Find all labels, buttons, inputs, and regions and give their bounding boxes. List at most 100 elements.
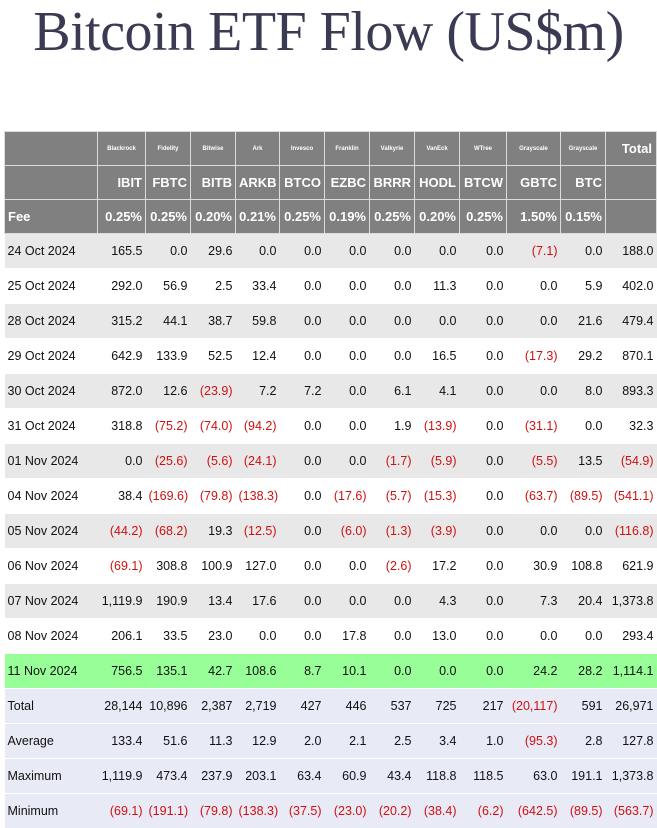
flow-cell: 0.0 [370,619,415,654]
summary-cell: (79.8) [191,794,236,828]
date-cell: 24 Oct 2024 [5,234,98,269]
summary-cell: 63.0 [507,759,561,794]
flow-cell: 0.0 [507,304,561,339]
flow-cell: 0.0 [236,234,280,269]
flow-cell: 8.0 [561,374,606,409]
summary-cell: 2.0 [280,724,325,759]
date-cell: 04 Nov 2024 [5,479,98,514]
flow-cell: 56.9 [146,269,191,304]
provider-header: Grayscale [561,132,606,166]
summary-cell: 10,896 [146,689,191,724]
flow-cell: 0.0 [460,654,507,689]
flow-cell: 1.9 [370,409,415,444]
flow-cell: 0.0 [460,269,507,304]
flow-cell: 8.7 [280,654,325,689]
flow-cell: 33.5 [146,619,191,654]
summary-cell: 12.9 [236,724,280,759]
flow-cell: 0.0 [280,514,325,549]
flow-cell: 0.0 [370,584,415,619]
flow-cell: 0.0 [280,234,325,269]
flow-cell: 13.4 [191,584,236,619]
date-cell: 30 Oct 2024 [5,374,98,409]
flow-cell: 17.8 [325,619,370,654]
summary-cell: 427 [280,689,325,724]
summary-cell: 11.3 [191,724,236,759]
flow-cell: 1,119.9 [98,584,146,619]
flow-cell: (25.6) [146,444,191,479]
summary-cell: (20.2) [370,794,415,828]
summary-cell: (138.3) [236,794,280,828]
summary-label: Average [5,724,98,759]
row-total-cell: 1,114.1 [606,654,657,689]
fee-cell: 0.19% [325,200,370,234]
ticker-header: BTCW [460,166,507,200]
flow-cell: 52.5 [191,339,236,374]
header-corner [5,166,98,200]
flow-cell: (6.0) [325,514,370,549]
summary-cell: 3.4 [415,724,460,759]
summary-cell: 63.4 [280,759,325,794]
flow-cell: 0.0 [280,584,325,619]
flow-cell: 28.2 [561,654,606,689]
flow-cell: 42.7 [191,654,236,689]
summary-total-cell: (563.7) [606,794,657,828]
row-total-cell: (541.1) [606,479,657,514]
row-total-cell: 32.3 [606,409,657,444]
flow-cell: 0.0 [415,304,460,339]
fee-label: Fee [5,200,98,234]
flow-cell: 0.0 [370,234,415,269]
flow-cell: (44.2) [98,514,146,549]
summary-total-cell: 127.8 [606,724,657,759]
ticker-header: FBTC [146,166,191,200]
summary-cell: 2,719 [236,689,280,724]
flow-cell: (79.8) [191,479,236,514]
row-total-cell: (116.8) [606,514,657,549]
flow-cell: 0.0 [460,619,507,654]
summary-cell: (6.2) [460,794,507,828]
summary-cell: 203.1 [236,759,280,794]
flow-cell: 0.0 [280,444,325,479]
summary-cell: (23.0) [325,794,370,828]
flow-cell: 0.0 [370,339,415,374]
flow-cell: 0.0 [370,269,415,304]
summary-total-cell: 26,971 [606,689,657,724]
date-cell: 06 Nov 2024 [5,549,98,584]
flow-cell: 44.1 [146,304,191,339]
flow-cell: 0.0 [415,234,460,269]
flow-cell: 292.0 [98,269,146,304]
flow-cell: 33.4 [236,269,280,304]
flow-cell: 0.0 [325,304,370,339]
flow-cell: 642.9 [98,339,146,374]
summary-cell: 1,119.9 [98,759,146,794]
flow-cell: 135.1 [146,654,191,689]
flow-cell: (31.1) [507,409,561,444]
fee-cell: 0.20% [191,200,236,234]
summary-cell: 237.9 [191,759,236,794]
ticker-header: BITB [191,166,236,200]
fee-cell: 0.15% [561,200,606,234]
flow-cell: 133.9 [146,339,191,374]
flow-cell: 7.2 [280,374,325,409]
summary-cell: 60.9 [325,759,370,794]
flow-cell: 0.0 [561,409,606,444]
row-total-cell: 621.9 [606,549,657,584]
row-total-cell: 893.3 [606,374,657,409]
flow-cell: 0.0 [460,549,507,584]
header-spacer [606,166,657,200]
flow-cell: 19.3 [191,514,236,549]
provider-header: WTree [460,132,507,166]
ticker-header: ARKB [236,166,280,200]
flow-cell: 0.0 [561,619,606,654]
ticker-header: HODL [415,166,460,200]
flow-cell: 0.0 [280,269,325,304]
summary-cell: 1.0 [460,724,507,759]
date-cell: 28 Oct 2024 [5,304,98,339]
summary-label: Maximum [5,759,98,794]
flow-cell: 4.3 [415,584,460,619]
summary-cell: 446 [325,689,370,724]
